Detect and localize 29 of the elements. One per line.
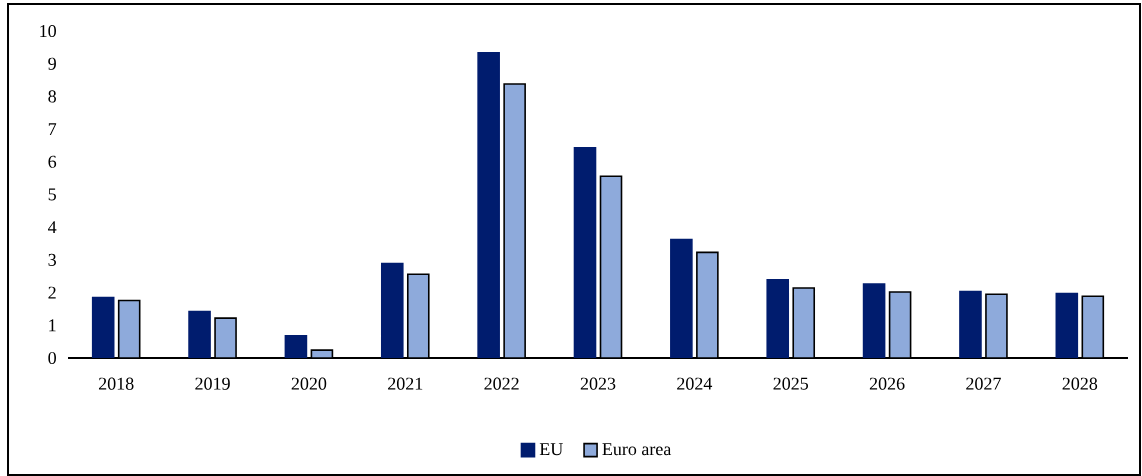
x-tick-label: 2021 xyxy=(388,377,423,390)
x-tick-label: 2026 xyxy=(869,377,905,390)
x-tick-label: 2020 xyxy=(291,377,327,390)
y-tick-label: 8 xyxy=(48,90,56,103)
bar xyxy=(599,175,623,358)
y-tick-label: 5 xyxy=(48,188,56,201)
x-tick-label: 2018 xyxy=(98,377,134,390)
y-tick-label: 7 xyxy=(48,123,57,135)
bar xyxy=(117,299,141,358)
y-tick-label: 4 xyxy=(48,221,57,234)
x-tick-label: 2019 xyxy=(195,377,230,390)
y-tick-label: 6 xyxy=(48,155,57,168)
x-tick-label: 2027 xyxy=(966,377,1001,390)
y-tick-label: 9 xyxy=(48,57,56,70)
y-tick-label: 1 xyxy=(49,319,56,332)
legend-label: EU xyxy=(539,443,563,456)
x-tick-label: 2028 xyxy=(1062,377,1098,390)
y-tick-label: 10 xyxy=(40,24,56,38)
bar xyxy=(888,291,912,358)
x-tick-label: 2023 xyxy=(580,377,616,390)
x-tick-label: 2022 xyxy=(484,377,519,390)
y-tick-label: 3 xyxy=(48,253,56,266)
y-tick-label: 2 xyxy=(48,286,56,299)
x-tick-label: 2024 xyxy=(677,377,713,390)
x-tick-label: 2025 xyxy=(773,377,809,390)
bar xyxy=(1081,295,1105,358)
y-tick-label: 0 xyxy=(48,351,56,365)
bar xyxy=(503,83,526,358)
legend-label: Euro area xyxy=(602,443,672,456)
